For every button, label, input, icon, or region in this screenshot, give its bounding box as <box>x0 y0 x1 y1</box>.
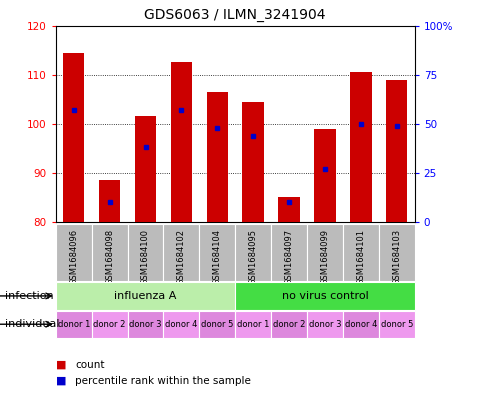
Text: GSM1684103: GSM1684103 <box>392 229 400 285</box>
Text: donor 5: donor 5 <box>201 320 233 329</box>
Bar <box>206 92 227 222</box>
Bar <box>135 116 156 222</box>
Text: percentile rank within the sample: percentile rank within the sample <box>75 376 251 386</box>
Text: GSM1684097: GSM1684097 <box>284 229 293 285</box>
Bar <box>170 62 192 222</box>
Bar <box>199 224 235 281</box>
Text: count: count <box>75 360 105 370</box>
Text: infection: infection <box>5 291 53 301</box>
Bar <box>271 224 306 281</box>
Bar <box>199 311 235 338</box>
Text: individual: individual <box>5 319 59 329</box>
Text: donor 1: donor 1 <box>237 320 269 329</box>
Text: donor 5: donor 5 <box>380 320 412 329</box>
Text: donor 3: donor 3 <box>129 320 162 329</box>
Bar <box>271 311 306 338</box>
Bar <box>91 224 127 281</box>
Bar <box>235 224 271 281</box>
Title: GDS6063 / ILMN_3241904: GDS6063 / ILMN_3241904 <box>144 8 325 22</box>
Bar <box>378 311 414 338</box>
Bar <box>349 72 371 222</box>
Text: donor 2: donor 2 <box>272 320 304 329</box>
Text: GSM1684098: GSM1684098 <box>105 229 114 285</box>
Bar <box>342 311 378 338</box>
Text: donor 3: donor 3 <box>308 320 341 329</box>
Bar <box>91 311 127 338</box>
Text: donor 1: donor 1 <box>58 320 90 329</box>
Bar <box>63 53 84 222</box>
Text: ■: ■ <box>56 376 66 386</box>
Bar <box>306 311 342 338</box>
Bar <box>99 180 120 222</box>
Text: GSM1684102: GSM1684102 <box>177 229 185 285</box>
Bar <box>278 197 299 222</box>
Bar <box>314 129 335 222</box>
Bar <box>127 311 163 338</box>
Bar <box>378 224 414 281</box>
Text: GSM1684099: GSM1684099 <box>320 229 329 285</box>
Text: GSM1684095: GSM1684095 <box>248 229 257 285</box>
Text: GSM1684104: GSM1684104 <box>212 229 221 285</box>
Text: GSM1684096: GSM1684096 <box>69 229 78 285</box>
Bar <box>127 224 163 281</box>
Text: GSM1684100: GSM1684100 <box>141 229 150 285</box>
Bar <box>163 311 199 338</box>
Text: no virus control: no virus control <box>281 291 367 301</box>
Bar <box>56 311 91 338</box>
Bar <box>385 79 407 222</box>
Text: donor 2: donor 2 <box>93 320 125 329</box>
Text: donor 4: donor 4 <box>165 320 197 329</box>
Text: influenza A: influenza A <box>114 291 176 301</box>
Bar <box>235 282 414 310</box>
Bar <box>306 224 342 281</box>
Bar <box>235 311 271 338</box>
Text: GSM1684101: GSM1684101 <box>356 229 364 285</box>
Bar <box>242 102 263 222</box>
Bar <box>342 224 378 281</box>
Bar <box>56 282 235 310</box>
Text: ■: ■ <box>56 360 66 370</box>
Bar <box>56 224 91 281</box>
Bar <box>163 224 199 281</box>
Text: donor 4: donor 4 <box>344 320 376 329</box>
